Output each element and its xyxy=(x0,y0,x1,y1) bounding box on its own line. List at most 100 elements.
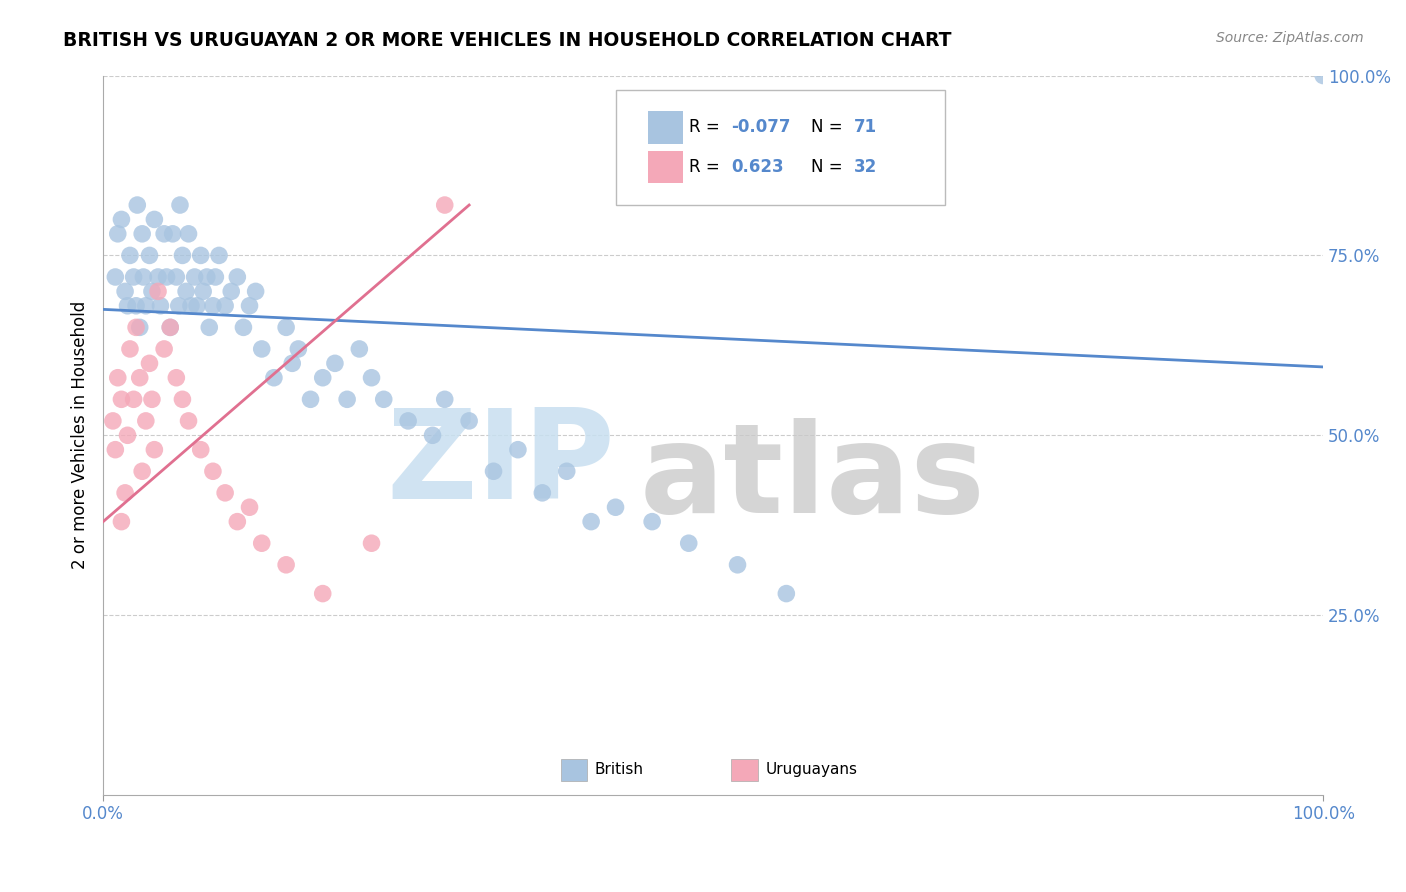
Point xyxy=(579,515,602,529)
Point xyxy=(146,270,169,285)
Point xyxy=(214,486,236,500)
Point xyxy=(118,342,141,356)
Text: N =: N = xyxy=(811,158,842,176)
Point xyxy=(433,392,456,407)
Point xyxy=(678,536,700,550)
Point xyxy=(299,392,322,407)
Point xyxy=(141,285,163,299)
Text: atlas: atlas xyxy=(640,418,986,539)
Point xyxy=(162,227,184,241)
Point xyxy=(190,248,212,262)
Point xyxy=(132,270,155,285)
FancyBboxPatch shape xyxy=(648,112,683,144)
Point xyxy=(117,299,139,313)
Point xyxy=(165,270,187,285)
Point xyxy=(131,227,153,241)
Point xyxy=(531,486,554,500)
Point xyxy=(107,227,129,241)
Point xyxy=(177,414,200,428)
Text: Uruguayans: Uruguayans xyxy=(766,763,858,778)
Point xyxy=(323,356,346,370)
Point xyxy=(143,442,166,457)
Point xyxy=(1312,69,1334,83)
Point xyxy=(232,320,254,334)
Point xyxy=(117,428,139,442)
Point xyxy=(125,320,148,334)
Point xyxy=(198,320,221,334)
Point xyxy=(312,586,335,600)
Point xyxy=(727,558,749,572)
Point xyxy=(135,414,157,428)
Point xyxy=(219,285,242,299)
Point xyxy=(605,500,627,515)
Text: 32: 32 xyxy=(853,158,877,176)
Point xyxy=(482,464,505,478)
Point xyxy=(360,536,382,550)
Point xyxy=(141,392,163,407)
Point xyxy=(159,320,181,334)
Point xyxy=(167,299,190,313)
Point xyxy=(138,356,160,370)
Point xyxy=(775,586,797,600)
Text: Source: ZipAtlas.com: Source: ZipAtlas.com xyxy=(1216,31,1364,45)
Point xyxy=(183,270,205,285)
Text: British: British xyxy=(595,763,644,778)
FancyBboxPatch shape xyxy=(561,759,588,780)
Text: N =: N = xyxy=(811,119,842,136)
Point xyxy=(107,370,129,384)
Point xyxy=(128,320,150,334)
Point xyxy=(336,392,359,407)
Point xyxy=(555,464,578,478)
FancyBboxPatch shape xyxy=(648,151,683,184)
Point xyxy=(169,198,191,212)
Point xyxy=(245,285,267,299)
Point xyxy=(114,285,136,299)
Y-axis label: 2 or more Vehicles in Household: 2 or more Vehicles in Household xyxy=(72,301,89,569)
Point xyxy=(238,500,260,515)
Point xyxy=(214,299,236,313)
Text: R =: R = xyxy=(689,119,720,136)
Point xyxy=(143,212,166,227)
Point xyxy=(506,442,529,457)
Point xyxy=(226,270,249,285)
Point xyxy=(458,414,481,428)
Point xyxy=(174,285,197,299)
Text: 0.623: 0.623 xyxy=(731,158,785,176)
Point xyxy=(153,342,176,356)
Point xyxy=(373,392,395,407)
FancyBboxPatch shape xyxy=(616,90,945,205)
Point xyxy=(276,558,298,572)
Point xyxy=(131,464,153,478)
Point xyxy=(396,414,419,428)
Point xyxy=(204,270,226,285)
Point xyxy=(128,370,150,384)
Point xyxy=(159,320,181,334)
Text: BRITISH VS URUGUAYAN 2 OR MORE VEHICLES IN HOUSEHOLD CORRELATION CHART: BRITISH VS URUGUAYAN 2 OR MORE VEHICLES … xyxy=(63,31,952,50)
Point xyxy=(122,392,145,407)
Point xyxy=(118,248,141,262)
Point xyxy=(135,299,157,313)
Point xyxy=(155,270,177,285)
Point xyxy=(250,342,273,356)
Point xyxy=(104,442,127,457)
Point xyxy=(263,370,285,384)
Point xyxy=(153,227,176,241)
Point xyxy=(349,342,371,356)
Point xyxy=(138,248,160,262)
Point xyxy=(226,515,249,529)
Text: 71: 71 xyxy=(853,119,876,136)
Point xyxy=(422,428,444,442)
Point xyxy=(165,370,187,384)
Point xyxy=(110,212,132,227)
Point xyxy=(250,536,273,550)
Text: -0.077: -0.077 xyxy=(731,119,792,136)
Point xyxy=(149,299,172,313)
Point xyxy=(201,299,224,313)
Point xyxy=(172,248,194,262)
Point xyxy=(201,464,224,478)
Point xyxy=(287,342,309,356)
Text: R =: R = xyxy=(689,158,720,176)
Point xyxy=(110,392,132,407)
Point xyxy=(195,270,218,285)
Point xyxy=(312,370,335,384)
